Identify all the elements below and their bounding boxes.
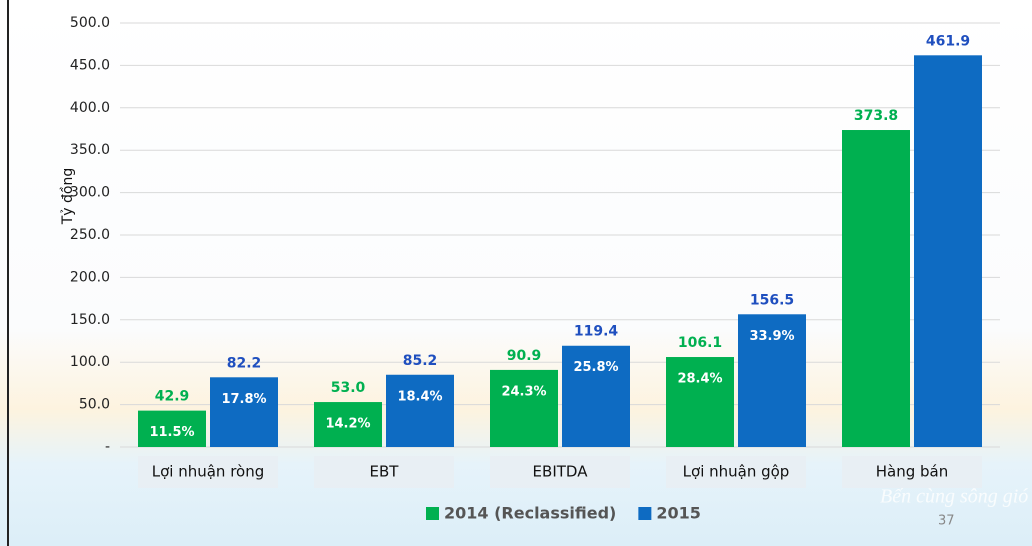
- value-label: 85.2: [403, 353, 438, 369]
- legend-swatch: [638, 507, 651, 520]
- bar: [914, 55, 982, 447]
- chart: Tỷ đồng Bến cùng sông gió 37 -50.0100.01…: [0, 0, 1032, 546]
- value-label: 461.9: [926, 33, 970, 49]
- bar: [210, 377, 278, 447]
- y-tick-label: 500.0: [70, 15, 110, 31]
- page-number: 37: [938, 514, 955, 529]
- y-tick-label: 300.0: [70, 185, 110, 201]
- inner-label: 28.4%: [677, 372, 722, 387]
- legend-label: 2014 (Reclassified): [444, 504, 616, 523]
- value-label: 42.9: [155, 389, 190, 405]
- bar: [490, 370, 558, 447]
- value-label: 373.8: [854, 108, 898, 124]
- bar: [842, 130, 910, 447]
- bar: [666, 357, 734, 447]
- inner-label: 14.2%: [325, 417, 370, 432]
- x-tick-label: Hàng bán: [876, 463, 949, 481]
- slogan: Bến cùng sông gió: [880, 486, 1028, 508]
- y-tick-label: 350.0: [70, 142, 110, 158]
- value-label: 156.5: [750, 292, 794, 308]
- value-label: 82.2: [227, 355, 262, 371]
- y-tick-label: 50.0: [79, 397, 110, 413]
- y-tick-label: 400.0: [70, 100, 110, 116]
- y-tick-label: -: [105, 439, 110, 455]
- inner-label: 18.4%: [397, 389, 442, 404]
- inner-label: 17.8%: [221, 392, 266, 407]
- x-tick-label: Lợi nhuận gộp: [683, 463, 790, 481]
- inner-label: 33.9%: [749, 329, 794, 344]
- y-tick-label: 200.0: [70, 269, 110, 285]
- y-tick-label: 250.0: [70, 227, 110, 243]
- value-label: 119.4: [574, 324, 619, 340]
- value-label: 90.9: [507, 348, 542, 364]
- inner-label: 25.8%: [573, 360, 618, 375]
- x-tick-label: EBT: [370, 463, 400, 481]
- y-tick-label: 150.0: [70, 312, 110, 328]
- inner-label: 11.5%: [149, 425, 194, 440]
- y-tick-label: 450.0: [70, 57, 110, 73]
- x-tick-label: Lợi nhuận ròng: [152, 463, 265, 481]
- inner-label: 24.3%: [501, 384, 546, 399]
- x-tick-label: EBITDA: [533, 463, 589, 481]
- value-label: 106.1: [678, 335, 722, 351]
- bar: [386, 375, 454, 447]
- y-tick-label: 100.0: [70, 354, 110, 370]
- legend-swatch: [426, 507, 439, 520]
- legend-label: 2015: [656, 504, 701, 523]
- value-label: 53.0: [331, 380, 366, 396]
